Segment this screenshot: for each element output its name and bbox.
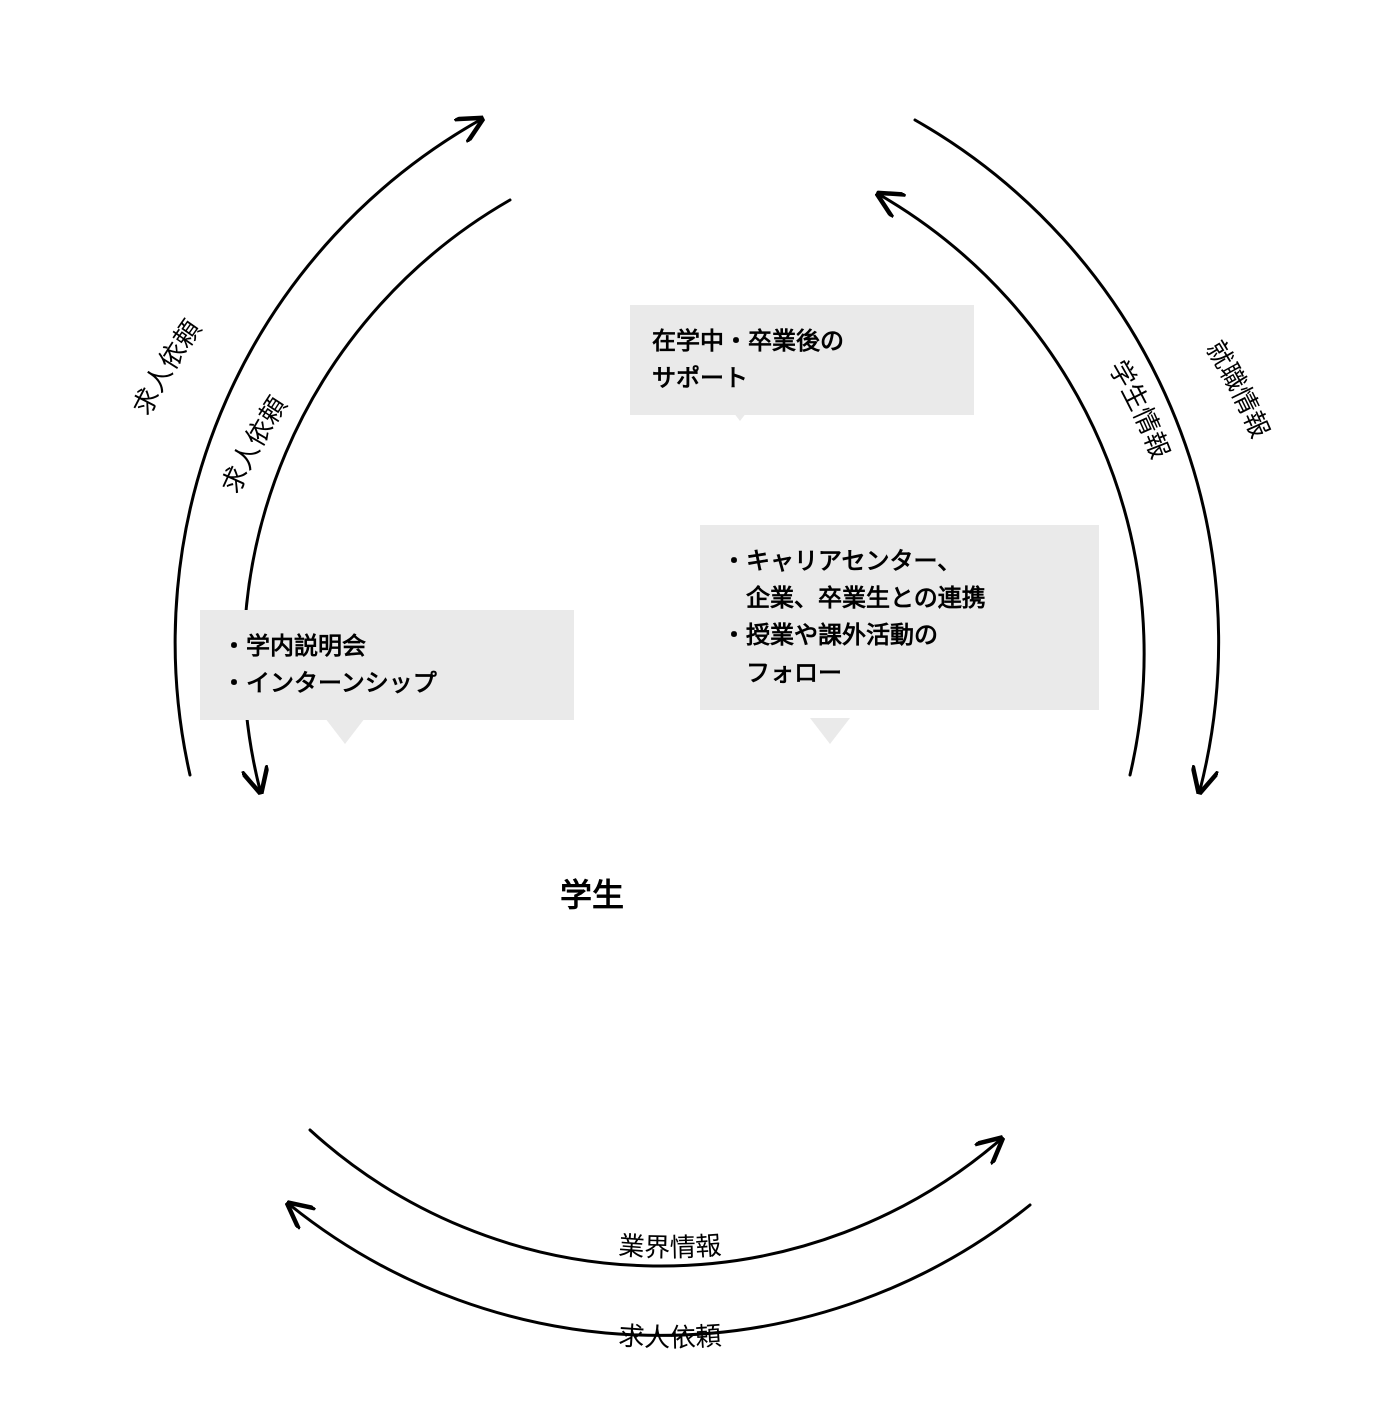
arc-label-top_left_inner: 求人依頼	[216, 391, 293, 498]
arc-label-top_right_inner: 学生情報	[1103, 355, 1175, 463]
callout-left-line: ・学内説明会	[222, 628, 552, 665]
arc-bottom_outer	[290, 1205, 1030, 1335]
arc-label-top_right_outer: 就職情報	[1200, 335, 1275, 442]
callout-left-tail	[325, 718, 365, 744]
center-label: 学生	[560, 870, 624, 916]
callout-right-line: ・授業や課外活動の	[722, 617, 1077, 654]
callout-support-tail	[720, 395, 760, 421]
callout-right-line: ・キャリアセンター、	[722, 543, 1077, 580]
callout-support-line: 在学中・卒業後の	[652, 323, 952, 360]
callout-right-tail	[810, 718, 850, 744]
diagram-stage: 求人依頼求人依頼就職情報学生情報業界情報求人依頼 学生 在学中・卒業後のサポート…	[0, 0, 1388, 1419]
arc-label-top_left_outer: 求人依頼	[127, 314, 207, 419]
arc-label-bottom_inner: 業界情報	[618, 1230, 723, 1263]
callout-left: ・学内説明会・インターンシップ	[200, 610, 574, 720]
callout-left-line: ・インターンシップ	[222, 665, 552, 702]
callout-support-line: サポート	[652, 360, 952, 397]
callout-right-line: フォロー	[722, 655, 1077, 692]
callout-right: ・キャリアセンター、 企業、卒業生との連携・授業や課外活動の フォロー	[700, 525, 1099, 710]
callout-right-line: 企業、卒業生との連携	[722, 580, 1077, 617]
arc-label-bottom_outer: 求人依頼	[618, 1320, 723, 1352]
callout-support: 在学中・卒業後のサポート	[630, 305, 974, 415]
